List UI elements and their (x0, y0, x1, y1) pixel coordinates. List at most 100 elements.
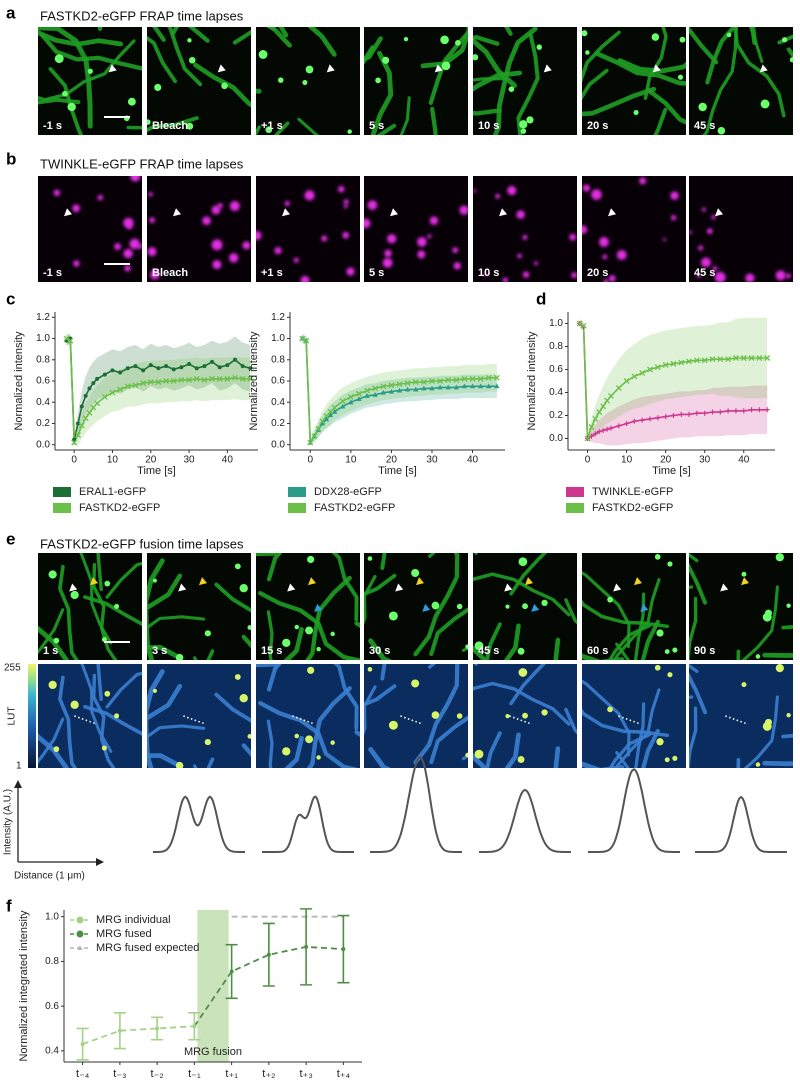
nucleoid (697, 274, 701, 279)
nucleoid (229, 201, 240, 212)
intensity-profile (479, 788, 571, 853)
marker (155, 379, 162, 386)
x-tick-label: 20 (660, 455, 672, 466)
marker (148, 363, 153, 368)
clip-group (582, 176, 686, 282)
marker (364, 387, 371, 394)
granule (187, 38, 192, 43)
legend-label: FASTKD2-eGFP (314, 502, 395, 514)
clip-group (364, 176, 468, 282)
granule (473, 54, 479, 61)
arrowhead (287, 583, 296, 592)
marker (588, 424, 595, 430)
granule (305, 65, 314, 74)
marker (187, 362, 192, 367)
marker (631, 373, 638, 380)
fusion-shade (197, 910, 229, 1062)
profile-y-label: Intensity (A.U.) (3, 789, 14, 855)
nucleoid (304, 190, 315, 201)
image-background (256, 27, 360, 135)
marker (404, 380, 411, 387)
mitochondrion (266, 610, 274, 660)
marker (580, 322, 587, 329)
mitochondrion (503, 623, 521, 660)
marker (461, 375, 468, 382)
marker (596, 409, 603, 416)
arrowhead (173, 208, 181, 217)
frame-label: 90 s (694, 645, 715, 657)
mitochondrion (743, 695, 779, 768)
nucleoid (603, 279, 609, 282)
x-tick-label: t₊₃ (299, 1068, 312, 1080)
nucleoid (473, 189, 477, 193)
granule (522, 712, 528, 719)
marker (133, 364, 138, 369)
marker (592, 431, 598, 437)
frame-label: -1 s (43, 267, 62, 279)
arrowhead (531, 603, 540, 612)
nucleoid (150, 269, 160, 280)
x-tick-label: 40 (738, 455, 750, 466)
frame-label: 1 s (43, 645, 58, 657)
nucleoid (387, 234, 397, 244)
y-tick-label: 0.8 (45, 956, 59, 967)
granule (762, 612, 772, 622)
nucleoid (211, 239, 223, 251)
mitochondrion (38, 30, 124, 47)
legend-label: DDX28-eGFP (314, 486, 382, 498)
marker (396, 381, 403, 388)
x-tick-label: 30 (183, 455, 195, 466)
clip-group (364, 27, 468, 135)
mitochondrion (582, 30, 621, 83)
mitochondrion (428, 553, 437, 558)
y-tick-label: 0.0 (271, 439, 285, 450)
marker (347, 393, 354, 400)
arrowhead (543, 64, 552, 73)
mitochondrion (147, 573, 183, 611)
intensity-profile (695, 795, 787, 853)
marker (421, 385, 427, 391)
marker (340, 403, 346, 409)
marker (63, 335, 70, 342)
image-background (689, 664, 793, 768)
marker (186, 376, 193, 383)
marker (396, 387, 403, 393)
marker (732, 355, 739, 361)
clip-group (582, 553, 686, 660)
intensity-profile (153, 795, 245, 853)
nucleoid (775, 270, 786, 281)
legend-swatch (566, 503, 584, 513)
mitochondrion (147, 558, 165, 660)
frame-label: 20 s (587, 267, 608, 279)
nucleoid (130, 176, 141, 182)
granule (234, 563, 241, 570)
granule (147, 119, 151, 125)
arrowhead (759, 64, 768, 73)
granule (786, 713, 791, 718)
nucleoid (284, 200, 290, 207)
marker (209, 375, 215, 382)
marker (224, 375, 231, 382)
clip-group (256, 27, 360, 135)
marker (299, 335, 306, 342)
granule (781, 37, 788, 43)
mitochondrion (705, 27, 737, 85)
nucleoid (127, 224, 132, 230)
x-tick-label: t₋₃ (113, 1068, 126, 1080)
nucleoid (714, 271, 726, 282)
marker (125, 366, 130, 371)
marker (164, 364, 169, 369)
mitochondrion (399, 96, 411, 135)
granule (307, 555, 315, 564)
granule (204, 738, 211, 746)
mitochondrion (473, 70, 522, 92)
y-tick-label: 0.6 (45, 1001, 59, 1012)
marker (485, 374, 492, 381)
mitochondrion (485, 731, 502, 768)
x-tick-label: 10 (107, 455, 119, 466)
marker (225, 363, 230, 368)
marker (678, 359, 685, 366)
marker (733, 408, 739, 414)
mitochondrion (492, 27, 538, 135)
